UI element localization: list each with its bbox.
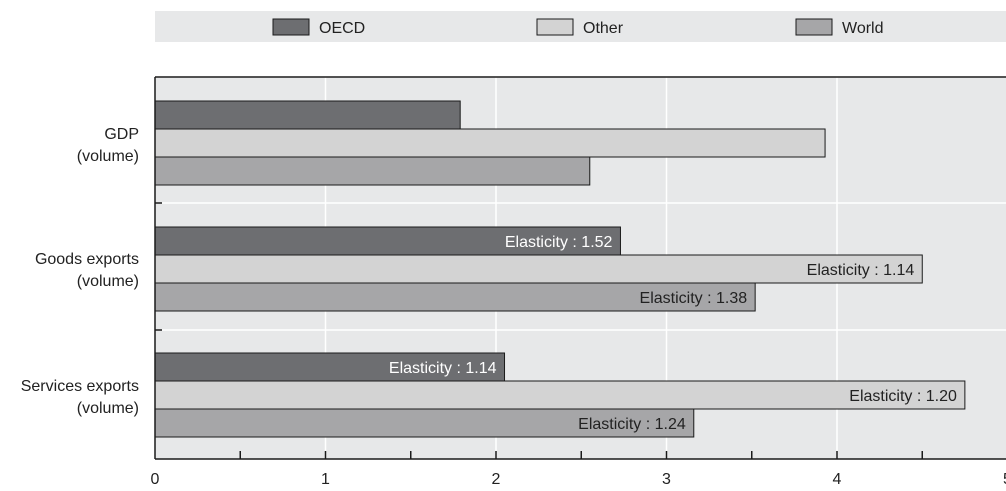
category-labels: GDP (volume) Goods exports (volume) Services… [21,126,139,417]
x-tick-label-2: 2 [492,471,501,488]
category-label-0-1: (volume) [77,148,139,165]
x-tick-label-0: 0 [151,471,160,488]
category-label-1-0: Goods exports [35,251,139,268]
bar-other-0 [154,128,826,158]
bar-oecd-1 [154,226,621,256]
bar-label-oecd-2: Elasticity : 1.14 [389,360,497,377]
x-tick-labels: 0 1 2 3 4 5 [151,471,1006,488]
category-label-1-1: (volume) [77,273,139,290]
legend-label-world: World [842,20,884,37]
category-label-2-0: Services exports [21,378,139,395]
bar-label-world-1: Elasticity : 1.38 [640,290,748,307]
bar-labels: Elasticity : 1.52 Elasticity : 1.14 Elasti… [389,234,957,433]
legend: OECD Other World [272,18,884,37]
x-tick-label-4: 4 [833,471,842,488]
legend-swatch-oecd [272,18,310,36]
legend-swatch-other [536,18,574,36]
category-label-0-0: GDP [104,126,139,143]
axes [154,76,1006,460]
legend-label-oecd: OECD [319,20,365,37]
x-tick-label-5: 5 [1003,471,1006,488]
category-label-2-1: (volume) [77,400,139,417]
bars [154,100,966,438]
bar-label-world-2: Elasticity : 1.24 [578,416,686,433]
legend-swatch-world [795,18,833,36]
bar-world-1 [154,282,756,312]
x-tick-label-1: 1 [321,471,330,488]
bar-label-oecd-1: Elasticity : 1.52 [505,234,613,251]
bar-world-0 [154,156,591,186]
bar-other-2 [154,380,966,410]
bar-label-other-2: Elasticity : 1.20 [849,388,957,405]
x-tick-label-3: 3 [662,471,671,488]
legend-label-other: Other [583,20,624,37]
bar-oecd-0 [154,100,461,130]
bar-label-other-1: Elasticity : 1.14 [807,262,915,279]
bar-other-1 [154,254,923,284]
